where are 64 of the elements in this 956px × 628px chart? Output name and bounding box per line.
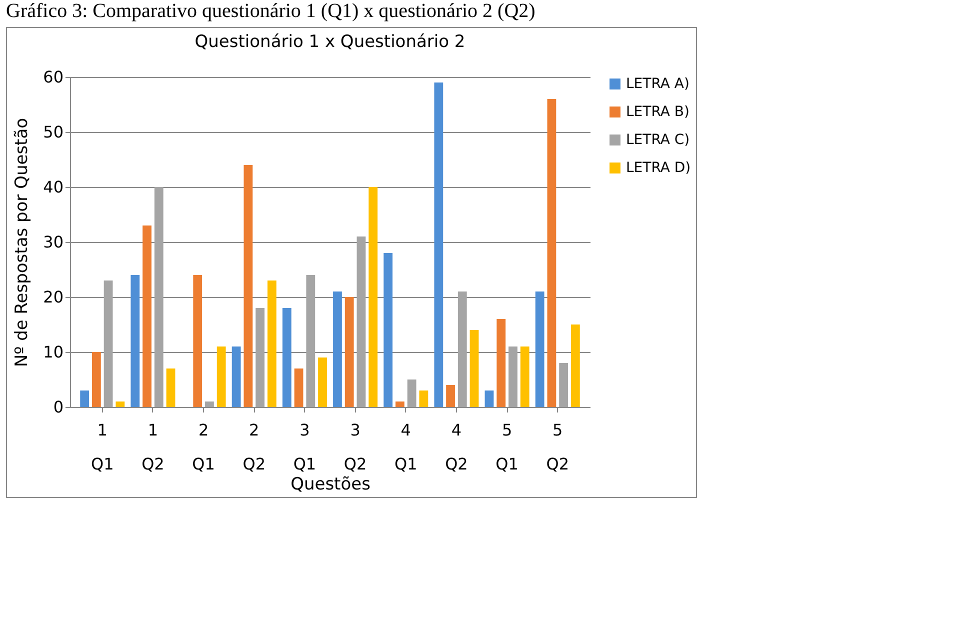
bar xyxy=(193,275,202,407)
bar xyxy=(306,275,316,407)
x-tick-label: 3 Q1 xyxy=(293,420,316,474)
y-tick-label: 40 xyxy=(43,178,64,196)
x-tick-label: 4 Q2 xyxy=(445,420,468,474)
bar xyxy=(419,390,428,407)
x-tick-label: 4 Q1 xyxy=(394,420,418,474)
y-tick-label: 0 xyxy=(53,398,64,416)
bar xyxy=(344,297,354,407)
bar xyxy=(570,324,580,407)
legend-label: LETRA C) xyxy=(626,132,690,148)
text: Gráfico 3: Comparativo questionário 1 (Q1) x questionário 2 (Q2) xyxy=(5,0,536,24)
bar xyxy=(547,99,556,407)
bar xyxy=(142,226,152,407)
bar xyxy=(470,330,479,407)
bar xyxy=(407,380,416,407)
x-tick-label: 5 Q2 xyxy=(546,420,570,474)
bar xyxy=(205,402,214,407)
x-axis-title: Questões xyxy=(290,474,371,494)
y-tick-label: 30 xyxy=(43,232,64,252)
bar xyxy=(256,308,265,407)
bar xyxy=(318,358,327,407)
bar xyxy=(384,253,393,407)
bar xyxy=(104,280,113,407)
bar xyxy=(434,82,444,407)
bar xyxy=(496,319,506,407)
bar xyxy=(244,165,253,407)
x-tick-label: 5 Q1 xyxy=(496,420,518,474)
y-tick-label: 20 xyxy=(43,288,64,306)
bar xyxy=(458,292,467,407)
bar xyxy=(559,363,568,407)
legend-label: LETRA B) xyxy=(626,104,690,120)
bar xyxy=(520,346,530,407)
x-tick-label: 2 Q1 xyxy=(192,420,215,474)
legend-label: LETRA D) xyxy=(626,160,691,176)
bar xyxy=(130,275,140,407)
bar xyxy=(92,352,101,407)
bar xyxy=(356,236,366,407)
bar xyxy=(368,187,378,407)
bar xyxy=(154,187,164,407)
x-tick-label: 3 Q2 xyxy=(344,420,367,474)
x-tick-label: 1 Q1 xyxy=(90,420,114,474)
bar xyxy=(508,346,518,407)
bar xyxy=(484,390,494,407)
bar xyxy=(446,385,455,407)
legend-label: LETRA A) xyxy=(626,76,690,92)
y-axis-title: Nº de Respostas por Questão xyxy=(12,118,32,368)
x-tick-label: 1 Q2 xyxy=(142,420,164,474)
bar xyxy=(294,368,304,407)
y-tick-label: 50 xyxy=(43,122,64,142)
y-tick-label: 10 xyxy=(43,342,64,362)
bar xyxy=(267,280,276,407)
bar xyxy=(116,402,125,407)
x-tick-label: 2 Q2 xyxy=(242,420,266,474)
bar xyxy=(333,292,342,407)
y-tick-label: 60 xyxy=(43,68,64,86)
bar xyxy=(216,346,226,407)
bar xyxy=(395,402,404,407)
bar xyxy=(232,346,241,407)
bar xyxy=(282,308,292,407)
chart-title: Questionário 1 x Questionário 2 xyxy=(194,32,466,52)
bar xyxy=(80,390,90,407)
bar xyxy=(535,292,544,407)
bar xyxy=(166,368,176,407)
